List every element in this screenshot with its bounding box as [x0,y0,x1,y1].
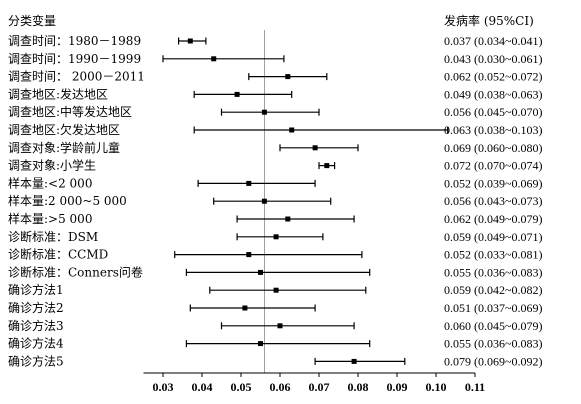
point-estimate [246,180,252,186]
row-value: 0.056 (0.045~0.070) [444,105,542,119]
point-estimate [277,323,283,329]
row-label: 诊断标准：DSM [8,229,98,244]
x-tick-label: 0.05 [231,380,252,394]
row-label: 确诊方法5 [8,353,64,368]
point-estimate [261,198,267,204]
row-label: 样本量:<2 000 [8,175,92,190]
row-value: 0.079 (0.069~0.092) [444,354,542,368]
x-tick-label: 0.10 [426,380,447,394]
row-label: 调查地区:中等发达地区 [8,104,132,119]
row-label: 确诊方法1 [8,282,64,297]
row-label: 调查时间：1990－1999 [8,52,141,66]
row-label: 样本量:>5 000 [8,211,92,226]
row-value: 0.069 (0.060~0.080) [444,141,542,155]
row-value: 0.072 (0.070~0.074) [444,159,542,173]
x-tick-label: 0.07 [309,380,330,394]
x-tick-label: 0.03 [153,380,174,394]
x-axis: 0.03 0.04 0.05 0.06 0.07 0.08 0.09 0.10 0.11 [143,372,485,394]
row-value: 0.063 (0.038~0.103) [444,123,542,137]
point-estimate [246,252,252,258]
row-label: 确诊方法4 [8,336,64,351]
point-estimate [273,287,279,293]
point-estimate [312,145,318,151]
row-value: 0.052 (0.039~0.069) [444,176,542,190]
point-estimate [285,74,291,80]
row-label: 调查时间： 2000－2011 [8,70,145,84]
header-right: 发病率 (95%CI) [444,13,534,28]
forest-rows: 调查时间：1980－1989 0.037 (0.034~0.041) 调查时间：19… [8,34,542,368]
x-tick-label: 0.11 [465,380,485,394]
point-estimate [351,358,357,364]
row-label: 样本量:2 000~5 000 [8,193,127,208]
header-left: 分类变量 [8,13,56,28]
point-estimate [273,234,279,240]
row-label: 确诊方法3 [8,318,64,333]
row-value: 0.056 (0.043~0.073) [444,194,542,208]
row-value: 0.062 (0.049~0.079) [444,212,542,226]
point-estimate [285,216,291,222]
row-value: 0.043 (0.030~0.061) [444,52,542,66]
row-value: 0.055 (0.036~0.083) [444,337,542,351]
row-label: 调查地区:欠发达地区 [8,122,120,137]
row-value: 0.037 (0.034~0.041) [444,34,542,48]
row-label: 诊断标准：Conners问卷 [8,264,143,279]
point-estimate [289,127,295,133]
point-estimate [234,91,240,97]
row-value: 0.055 (0.036~0.083) [444,265,542,279]
row-value: 0.049 (0.038~0.063) [444,87,542,101]
row-label: 确诊方法2 [8,300,64,315]
row-label: 调查对象:小学生 [8,158,96,173]
x-tick-label: 0.09 [387,380,408,394]
x-tick-label: 0.06 [270,380,291,394]
row-label: 调查地区:发达地区 [8,86,108,101]
x-tick-label: 0.04 [192,380,213,394]
row-value: 0.059 (0.049~0.071) [444,230,542,244]
row-value: 0.062 (0.052~0.072) [444,70,542,84]
row-value: 0.059 (0.042~0.082) [444,283,542,297]
point-estimate [258,341,263,347]
point-estimate [211,56,217,62]
point-estimate [258,269,263,275]
row-label: 调查时间：1980－1989 [8,34,141,48]
point-estimate [324,163,330,169]
point-estimate [242,305,248,311]
row-label: 诊断标准：CCMD [8,247,108,262]
row-value: 0.060 (0.045~0.079) [444,319,542,333]
x-tick-label: 0.08 [348,380,369,394]
row-label: 调查对象:学龄前儿童 [8,140,120,155]
point-estimate [261,109,267,115]
row-value: 0.051 (0.037~0.069) [444,301,542,315]
row-value: 0.052 (0.033~0.081) [444,248,542,262]
point-estimate [187,38,193,44]
